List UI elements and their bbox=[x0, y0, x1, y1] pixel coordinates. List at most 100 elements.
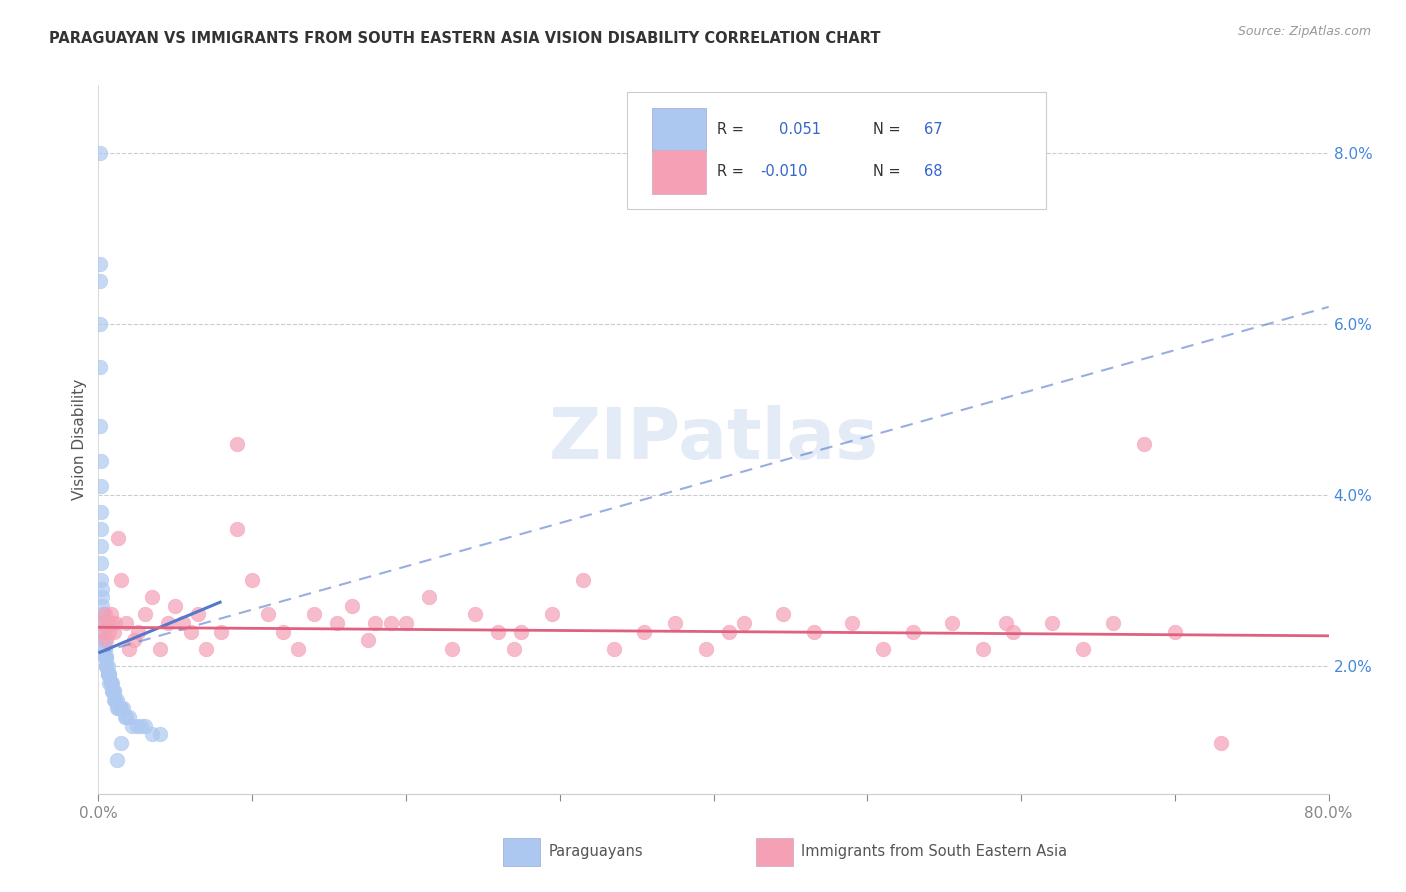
FancyBboxPatch shape bbox=[627, 92, 1046, 209]
Point bbox=[121, 718, 143, 732]
Text: Source: ZipAtlas.com: Source: ZipAtlas.com bbox=[1237, 25, 1371, 38]
Text: PARAGUAYAN VS IMMIGRANTS FROM SOUTH EASTERN ASIA VISION DISABILITY CORRELATION C: PARAGUAYAN VS IMMIGRANTS FROM SOUTH EAST… bbox=[49, 31, 880, 46]
Point bbox=[633, 624, 655, 639]
Point bbox=[94, 650, 117, 665]
Point bbox=[502, 641, 524, 656]
Point bbox=[98, 624, 121, 639]
Text: N =: N = bbox=[873, 122, 905, 136]
Point bbox=[841, 615, 863, 630]
Point bbox=[90, 505, 112, 519]
Point bbox=[110, 574, 132, 588]
Point bbox=[695, 641, 717, 656]
Point bbox=[441, 641, 464, 656]
Point bbox=[172, 615, 194, 630]
Point bbox=[94, 658, 117, 673]
Point bbox=[89, 274, 111, 288]
Point bbox=[101, 684, 124, 698]
Point bbox=[93, 650, 115, 665]
Text: 67: 67 bbox=[924, 122, 942, 136]
Point bbox=[98, 667, 121, 681]
Point bbox=[380, 615, 402, 630]
Point bbox=[90, 453, 112, 467]
Text: R =: R = bbox=[717, 122, 754, 136]
Point bbox=[97, 667, 120, 681]
Point bbox=[105, 693, 128, 707]
Point bbox=[225, 522, 247, 536]
Point bbox=[326, 615, 349, 630]
Point bbox=[91, 599, 114, 613]
Point bbox=[90, 539, 112, 553]
Point bbox=[98, 675, 121, 690]
Point bbox=[100, 675, 122, 690]
Point bbox=[97, 667, 120, 681]
Point bbox=[287, 641, 309, 656]
Point bbox=[664, 615, 686, 630]
Text: 68: 68 bbox=[924, 164, 942, 179]
Point bbox=[141, 727, 163, 741]
Point bbox=[103, 684, 125, 698]
Point bbox=[89, 317, 111, 331]
Point bbox=[110, 701, 132, 715]
Point bbox=[94, 658, 117, 673]
Point bbox=[225, 436, 247, 450]
Point bbox=[101, 684, 124, 698]
Point bbox=[1164, 624, 1187, 639]
Point bbox=[91, 615, 114, 630]
Point bbox=[972, 641, 994, 656]
Point bbox=[180, 624, 202, 639]
Point bbox=[91, 607, 114, 622]
Point bbox=[97, 615, 120, 630]
Point bbox=[94, 633, 117, 648]
Point bbox=[108, 701, 131, 715]
Point bbox=[772, 607, 794, 622]
Point bbox=[103, 624, 125, 639]
Point bbox=[510, 624, 533, 639]
Point bbox=[105, 701, 128, 715]
Point bbox=[112, 701, 135, 715]
Point bbox=[104, 693, 127, 707]
Point bbox=[1209, 736, 1232, 750]
Point bbox=[127, 624, 149, 639]
Point bbox=[90, 574, 112, 588]
Point bbox=[90, 522, 112, 536]
Point bbox=[541, 607, 564, 622]
Point bbox=[165, 599, 187, 613]
Point bbox=[134, 607, 156, 622]
Point bbox=[464, 607, 486, 622]
Text: -0.010: -0.010 bbox=[761, 164, 808, 179]
Text: Immigrants from South Eastern Asia: Immigrants from South Eastern Asia bbox=[801, 845, 1067, 859]
Point bbox=[717, 624, 740, 639]
Point bbox=[91, 582, 114, 596]
Point bbox=[187, 607, 209, 622]
Point bbox=[103, 693, 125, 707]
Point bbox=[90, 479, 112, 493]
Point bbox=[105, 753, 128, 767]
Point bbox=[141, 591, 163, 605]
Point bbox=[91, 607, 114, 622]
Point bbox=[302, 607, 325, 622]
Point bbox=[134, 718, 156, 732]
Point bbox=[1071, 641, 1094, 656]
Point bbox=[733, 615, 755, 630]
Point bbox=[104, 615, 127, 630]
Point bbox=[572, 574, 595, 588]
Point bbox=[340, 599, 363, 613]
Point bbox=[994, 615, 1017, 630]
Point bbox=[115, 710, 138, 724]
Text: N =: N = bbox=[873, 164, 905, 179]
Point bbox=[101, 675, 124, 690]
Text: Paraguayans: Paraguayans bbox=[548, 845, 643, 859]
Point bbox=[156, 615, 179, 630]
Y-axis label: Vision Disability: Vision Disability bbox=[72, 379, 87, 500]
FancyBboxPatch shape bbox=[652, 108, 706, 151]
FancyBboxPatch shape bbox=[652, 151, 706, 194]
Text: R =: R = bbox=[717, 164, 749, 179]
Point bbox=[110, 736, 132, 750]
Point bbox=[101, 615, 124, 630]
Point bbox=[271, 624, 294, 639]
Point bbox=[486, 624, 509, 639]
Point bbox=[100, 675, 122, 690]
Text: 0.051: 0.051 bbox=[779, 122, 821, 136]
Point bbox=[93, 607, 115, 622]
Point bbox=[97, 658, 120, 673]
